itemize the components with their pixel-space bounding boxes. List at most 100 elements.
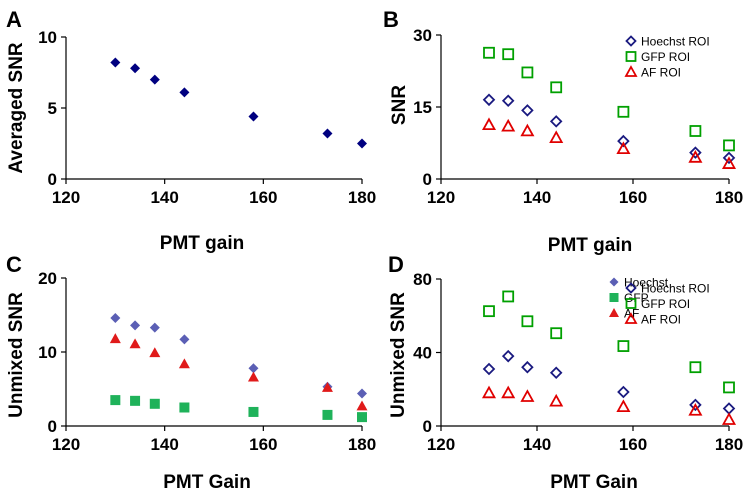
panel-b-gfp-roi-point: [723, 139, 735, 152]
panel-b-x-tick-label: 180: [715, 188, 743, 207]
panel-c-af-point: [178, 358, 190, 369]
panel-a-x-axis-title: PMT gain: [160, 233, 244, 254]
panel-d-hoechst-roi-point: [689, 398, 702, 412]
panel-a-series-point: [322, 128, 333, 139]
panel-d-gfp-roi-point: [502, 290, 515, 303]
panel-d-y-tick-label: 40: [413, 344, 432, 363]
panel-b-af-roi-point: [501, 118, 516, 132]
panel-d-hoechst-roi-point: [482, 362, 496, 376]
panel-d-af-roi-point: [688, 403, 703, 416]
panel-c-y-axis-title: Unmixed SNR: [6, 292, 27, 418]
panel-d-gfp-roi-point: [723, 381, 735, 394]
panel-b-letter: B: [383, 7, 399, 32]
panel-d-x-tick-label: 120: [427, 435, 455, 454]
panel-b-af-roi-point: [616, 141, 631, 155]
panel-d-af-roi-point: [501, 385, 516, 399]
panel-c-af-point: [247, 371, 259, 382]
panel-a-series-point: [357, 138, 367, 149]
panel-d-hoechst-roi-point: [617, 385, 630, 399]
panel-b-hoechst-roi-point: [722, 151, 736, 165]
panel-b-legend-triangle-marker: [624, 65, 638, 77]
panel-a-x-tick-label: 160: [249, 188, 277, 207]
panel-b-legend-square-marker: [625, 51, 637, 62]
panel-d-hoechst-roi-point: [501, 349, 515, 363]
panel-b-legend-label: GFP ROI: [641, 50, 690, 64]
panel-c-hoechst-point: [179, 334, 190, 345]
panel-a-y-tick-label: 0: [48, 170, 57, 189]
panel-a-y-tick-label: 5: [48, 99, 57, 118]
panel-b-af-roi-point: [688, 150, 703, 163]
panel-a-series-point: [110, 57, 121, 68]
panel-c-x-axis-title: PMT Gain: [163, 472, 251, 493]
panel-c-hoechst-point: [130, 320, 141, 331]
panel-a-series-point: [248, 111, 259, 122]
panel-d-gfp-roi-point: [550, 327, 563, 340]
panel-b-y-tick-label: 30: [413, 26, 432, 45]
panel-b-gfp-roi-point: [521, 66, 534, 79]
panel-d-gfp-roi-point: [617, 340, 630, 352]
panel-b-hoechst-roi-point: [549, 115, 563, 128]
panel-d-af-roi-point: [616, 399, 631, 413]
panel-a: A PMT gain Averaged SNR 120 140 160 180 0 5 10: [6, 7, 376, 254]
panel-d-y-axis-title: Unmixed SNR: [388, 292, 409, 418]
panel-a-series-point: [149, 74, 160, 85]
panel-d-y-tick-label: 80: [413, 270, 432, 289]
panel-b: B PMT gain SNR 120 140 160 180 0 15 30 Hoechst …: [383, 7, 743, 256]
panel-d-hoechst-roi-point: [722, 402, 736, 415]
panel-c-hoechst-point: [357, 388, 367, 399]
panel-b-gfp-roi-point: [617, 105, 630, 118]
panel-c-af-point: [129, 338, 141, 349]
panel-b-x-tick-label: 120: [427, 188, 455, 207]
panel-d-af-roi-point: [721, 412, 737, 425]
panel-c-legend-triangle-marker: [609, 308, 619, 317]
panel-c-gfp-point: [357, 412, 367, 423]
panel-d-x-tick-label: 180: [715, 435, 743, 454]
panel-c-letter: C: [6, 252, 22, 277]
panel-d-gfp-roi-point: [483, 305, 495, 318]
panel-a-x-tick-label: 180: [348, 188, 376, 207]
panel-b-gfp-roi-point: [550, 81, 563, 94]
panel-b-af-roi-point: [721, 156, 737, 169]
panel-d-hoechst-roi-point: [549, 366, 563, 379]
panel-d-hoechst-roi-point: [521, 360, 534, 374]
panel-c-gfp-point: [130, 395, 141, 406]
panel-b-legend-label: Hoechst ROI: [641, 35, 710, 49]
panel-d-legend-label: AF ROI: [641, 313, 681, 327]
panel-c-hoechst-point: [149, 322, 160, 333]
panel-b-af-roi-point: [481, 117, 497, 131]
panel-d-legend-label: GFP ROI: [641, 297, 690, 311]
panel-c-af-point: [356, 400, 368, 411]
panel-d-gfp-roi-point: [521, 315, 534, 328]
panel-a-letter: A: [6, 7, 22, 32]
panel-b-gfp-roi-point: [483, 46, 495, 59]
panel-d-af-roi-point: [481, 385, 497, 399]
panel-d-x-axis-title: PMT Gain: [550, 472, 638, 493]
panel-c-x-tick-label: 180: [348, 435, 376, 454]
panel-b-legend-label: AF ROI: [641, 66, 681, 80]
panel-b-gfp-roi-point: [689, 125, 702, 137]
panel-c-x-tick-label: 140: [150, 435, 178, 454]
panel-c-hoechst-point: [248, 363, 259, 374]
panel-d-x-tick-label: 140: [523, 435, 551, 454]
panel-a-x-tick-label: 140: [150, 188, 178, 207]
panel-b-af-roi-point: [549, 130, 564, 144]
panel-c-af-point: [149, 347, 161, 358]
panel-b-hoechst-roi-point: [617, 134, 630, 148]
panel-b-x-tick-label: 140: [523, 188, 551, 207]
panel-c-af-point: [109, 333, 121, 344]
panel-b-x-axis-title: PMT gain: [548, 235, 632, 256]
panel-c-x-tick-label: 160: [249, 435, 277, 454]
panel-a-y-tick-label: 10: [38, 28, 57, 47]
panel-a-series-point: [179, 87, 190, 98]
panel-c-af-point: [321, 382, 333, 392]
panel-c-x-tick-label: 120: [52, 435, 80, 454]
panel-b-hoechst-roi-point: [689, 146, 702, 159]
panel-c-y-tick-label: 10: [38, 343, 57, 362]
panel-b-y-axis-title: SNR: [389, 85, 410, 125]
panel-c-gfp-point: [110, 395, 121, 406]
panel-d-af-roi-point: [549, 393, 564, 407]
